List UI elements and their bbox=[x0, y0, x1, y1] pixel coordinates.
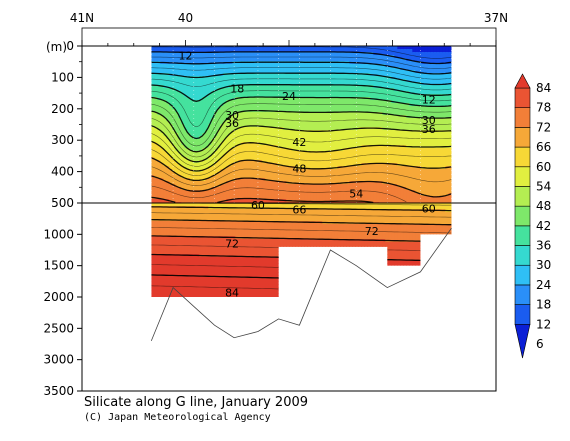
colorbar-box bbox=[514, 127, 531, 148]
colorbar-tick-label: 6 bbox=[536, 337, 544, 351]
colorbar-tick-label: 30 bbox=[536, 258, 551, 272]
y-axis-label: (m) bbox=[46, 40, 67, 54]
colorbar-tick-label: 60 bbox=[536, 160, 551, 174]
colorbar-box bbox=[514, 166, 531, 187]
contour-label: 30 bbox=[225, 109, 239, 122]
colorbar-tick-label: 72 bbox=[536, 120, 551, 134]
colorbar-tick-label: 78 bbox=[536, 101, 551, 115]
y-tick-label: 1000 bbox=[43, 227, 74, 241]
colorbar-box bbox=[514, 186, 531, 207]
y-tick-label: 100 bbox=[51, 70, 74, 84]
latitude-tick-label: 41N bbox=[70, 11, 94, 25]
contour-label: 60 bbox=[251, 199, 265, 212]
contour-label: 66 bbox=[292, 203, 306, 216]
colorbar-box bbox=[514, 107, 531, 128]
copyright-credit: (C) Japan Meteorological Agency bbox=[84, 412, 271, 423]
contour-label: 12 bbox=[179, 49, 193, 62]
contour-label: 18 bbox=[230, 82, 244, 95]
contour-label: 72 bbox=[365, 225, 379, 238]
contour-label: 24 bbox=[282, 90, 296, 103]
colorbar-box bbox=[514, 225, 531, 246]
colorbar-box bbox=[514, 245, 531, 266]
colorbar-tick-label: 18 bbox=[536, 298, 551, 312]
colorbar-box bbox=[514, 87, 531, 108]
y-tick-label: 200 bbox=[51, 102, 74, 116]
axis-ticks: 0 100 200 300 400 500 1000 1500 2000 2500 3000 3500… bbox=[43, 11, 508, 398]
colorbar-box bbox=[514, 284, 531, 305]
y-tick-label: 500 bbox=[51, 196, 74, 210]
contour-label: 84 bbox=[225, 287, 239, 300]
colorbar-tick-label: 54 bbox=[536, 179, 551, 193]
contour-label: 30 bbox=[422, 114, 436, 127]
colorbar-tick-label: 48 bbox=[536, 199, 551, 213]
contour-label: 12 bbox=[422, 93, 436, 106]
colorbar-box bbox=[514, 304, 531, 325]
seafloor-line bbox=[150, 227, 452, 342]
colorbar-tick-label: 12 bbox=[536, 317, 551, 331]
colorbar-tick-label: 36 bbox=[536, 239, 551, 253]
colorbar-tick-label: 84 bbox=[536, 81, 551, 95]
contour-label: 42 bbox=[292, 136, 306, 149]
latitude-tick-label: 37N bbox=[484, 11, 508, 25]
y-tick-label: 1500 bbox=[43, 259, 74, 273]
y-tick-label: 0 bbox=[66, 39, 74, 53]
colorbar-high-extension bbox=[514, 73, 531, 89]
seafloor-profile bbox=[150, 227, 452, 342]
colorbar-box bbox=[514, 205, 531, 227]
contour-label: 72 bbox=[225, 238, 239, 251]
colorbar-box bbox=[514, 264, 531, 286]
contour-label: 60 bbox=[422, 203, 436, 216]
y-tick-label: 3500 bbox=[43, 384, 74, 398]
colorbar-tick-label: 24 bbox=[536, 278, 551, 292]
latitude-tick-label: 40 bbox=[178, 11, 193, 25]
colorbar-tick-label: 66 bbox=[536, 140, 551, 154]
colorbar-low-extension bbox=[514, 324, 531, 359]
y-tick-label: 2000 bbox=[43, 290, 74, 304]
chart-caption: Silicate along G line, January 2009 bbox=[84, 395, 309, 410]
y-tick-label: 2500 bbox=[43, 321, 74, 335]
colorbar-box bbox=[514, 146, 531, 168]
y-tick-label: 300 bbox=[51, 133, 74, 147]
contour-label: 36 bbox=[225, 117, 239, 130]
contour-label: 54 bbox=[349, 188, 363, 201]
colorbar: 6 12 18 24 30 36 42 48 54 60 66 72 78 84 bbox=[514, 73, 551, 359]
contour-label: 48 bbox=[292, 162, 306, 175]
y-tick-label: 3000 bbox=[43, 353, 74, 367]
colorbar-tick-label: 42 bbox=[536, 219, 551, 233]
contour-label: 36 bbox=[422, 123, 436, 136]
y-tick-label: 400 bbox=[51, 165, 74, 179]
